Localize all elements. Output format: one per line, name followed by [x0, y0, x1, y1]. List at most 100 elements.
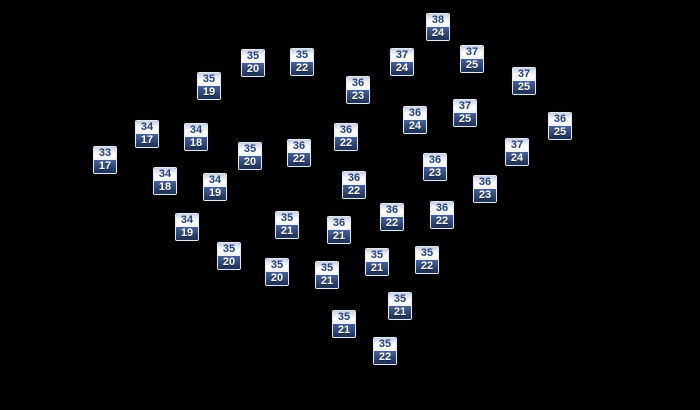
temp-marker[interactable]: 36 21: [327, 216, 351, 244]
high-temp: 36: [347, 77, 369, 90]
low-temp: 25: [513, 81, 535, 94]
high-temp: 35: [242, 50, 264, 63]
high-temp: 34: [176, 214, 198, 227]
temp-marker[interactable]: 35 22: [373, 337, 397, 365]
low-temp: 23: [347, 90, 369, 103]
temp-marker[interactable]: 37 25: [453, 99, 477, 127]
temp-marker[interactable]: 36 25: [548, 112, 572, 140]
temp-marker[interactable]: 34 19: [203, 173, 227, 201]
high-temp: 35: [366, 249, 388, 262]
low-temp: 20: [239, 156, 261, 169]
high-temp: 34: [136, 121, 158, 134]
high-temp: 36: [335, 124, 357, 137]
low-temp: 25: [549, 126, 571, 139]
low-temp: 20: [266, 272, 288, 285]
high-temp: 38: [427, 14, 449, 27]
low-temp: 22: [343, 185, 365, 198]
low-temp: 17: [94, 160, 116, 173]
low-temp: 22: [335, 137, 357, 150]
low-temp: 23: [424, 167, 446, 180]
low-temp: 22: [291, 62, 313, 75]
low-temp: 20: [218, 256, 240, 269]
temp-marker[interactable]: 35 22: [415, 246, 439, 274]
low-temp: 22: [431, 215, 453, 228]
low-temp: 25: [461, 59, 483, 72]
temp-marker[interactable]: 38 24: [426, 13, 450, 41]
temp-marker[interactable]: 37 25: [460, 45, 484, 73]
low-temp: 21: [389, 306, 411, 319]
low-temp: 18: [185, 137, 207, 150]
temp-marker[interactable]: 35 22: [290, 48, 314, 76]
temp-marker[interactable]: 36 22: [334, 123, 358, 151]
low-temp: 19: [204, 187, 226, 200]
temp-marker[interactable]: 35 21: [365, 248, 389, 276]
low-temp: 18: [154, 181, 176, 194]
high-temp: 37: [454, 100, 476, 113]
temp-marker[interactable]: 36 22: [287, 139, 311, 167]
low-temp: 22: [416, 260, 438, 273]
low-temp: 21: [333, 324, 355, 337]
temp-marker[interactable]: 35 19: [197, 72, 221, 100]
temp-marker[interactable]: 35 21: [315, 261, 339, 289]
low-temp: 24: [427, 27, 449, 40]
high-temp: 36: [381, 204, 403, 217]
low-temp: 22: [374, 351, 396, 364]
high-temp: 36: [404, 107, 426, 120]
temp-marker[interactable]: 36 23: [346, 76, 370, 104]
temp-marker[interactable]: 35 21: [275, 211, 299, 239]
temp-marker[interactable]: 35 20: [265, 258, 289, 286]
temp-marker[interactable]: 35 21: [388, 292, 412, 320]
high-temp: 35: [198, 73, 220, 86]
high-temp: 35: [389, 293, 411, 306]
temp-marker[interactable]: 34 19: [175, 213, 199, 241]
high-temp: 35: [316, 262, 338, 275]
high-temp: 35: [374, 338, 396, 351]
temp-marker[interactable]: 36 22: [380, 203, 404, 231]
temp-marker[interactable]: 37 24: [505, 138, 529, 166]
temp-marker[interactable]: 35 20: [238, 142, 262, 170]
low-temp: 19: [176, 227, 198, 240]
temp-marker[interactable]: 36 24: [403, 106, 427, 134]
high-temp: 35: [291, 49, 313, 62]
temp-marker[interactable]: 37 25: [512, 67, 536, 95]
low-temp: 24: [391, 62, 413, 75]
high-temp: 33: [94, 147, 116, 160]
low-temp: 24: [506, 152, 528, 165]
high-temp: 35: [333, 311, 355, 324]
high-temp: 36: [343, 172, 365, 185]
temp-marker[interactable]: 34 17: [135, 120, 159, 148]
high-temp: 34: [185, 124, 207, 137]
temp-marker[interactable]: 33 17: [93, 146, 117, 174]
temp-marker[interactable]: 35 21: [332, 310, 356, 338]
high-temp: 34: [154, 168, 176, 181]
high-temp: 35: [276, 212, 298, 225]
low-temp: 20: [242, 63, 264, 76]
high-temp: 36: [424, 154, 446, 167]
high-temp: 36: [474, 176, 496, 189]
low-temp: 21: [276, 225, 298, 238]
low-temp: 25: [454, 113, 476, 126]
temp-marker[interactable]: 34 18: [184, 123, 208, 151]
temp-marker[interactable]: 35 20: [241, 49, 265, 77]
temp-marker[interactable]: 36 22: [430, 201, 454, 229]
temp-marker[interactable]: 34 18: [153, 167, 177, 195]
high-temp: 35: [218, 243, 240, 256]
low-temp: 22: [381, 217, 403, 230]
high-temp: 36: [431, 202, 453, 215]
temp-marker[interactable]: 36 22: [342, 171, 366, 199]
temp-marker[interactable]: 36 23: [473, 175, 497, 203]
high-temp: 35: [266, 259, 288, 272]
high-temp: 37: [506, 139, 528, 152]
temp-marker[interactable]: 37 24: [390, 48, 414, 76]
high-temp: 34: [204, 174, 226, 187]
low-temp: 19: [198, 86, 220, 99]
high-temp: 35: [416, 247, 438, 260]
temp-marker[interactable]: 36 23: [423, 153, 447, 181]
high-temp: 36: [288, 140, 310, 153]
temp-marker[interactable]: 35 20: [217, 242, 241, 270]
low-temp: 24: [404, 120, 426, 133]
high-temp: 36: [328, 217, 350, 230]
high-temp: 37: [461, 46, 483, 59]
high-temp: 36: [549, 113, 571, 126]
low-temp: 21: [366, 262, 388, 275]
